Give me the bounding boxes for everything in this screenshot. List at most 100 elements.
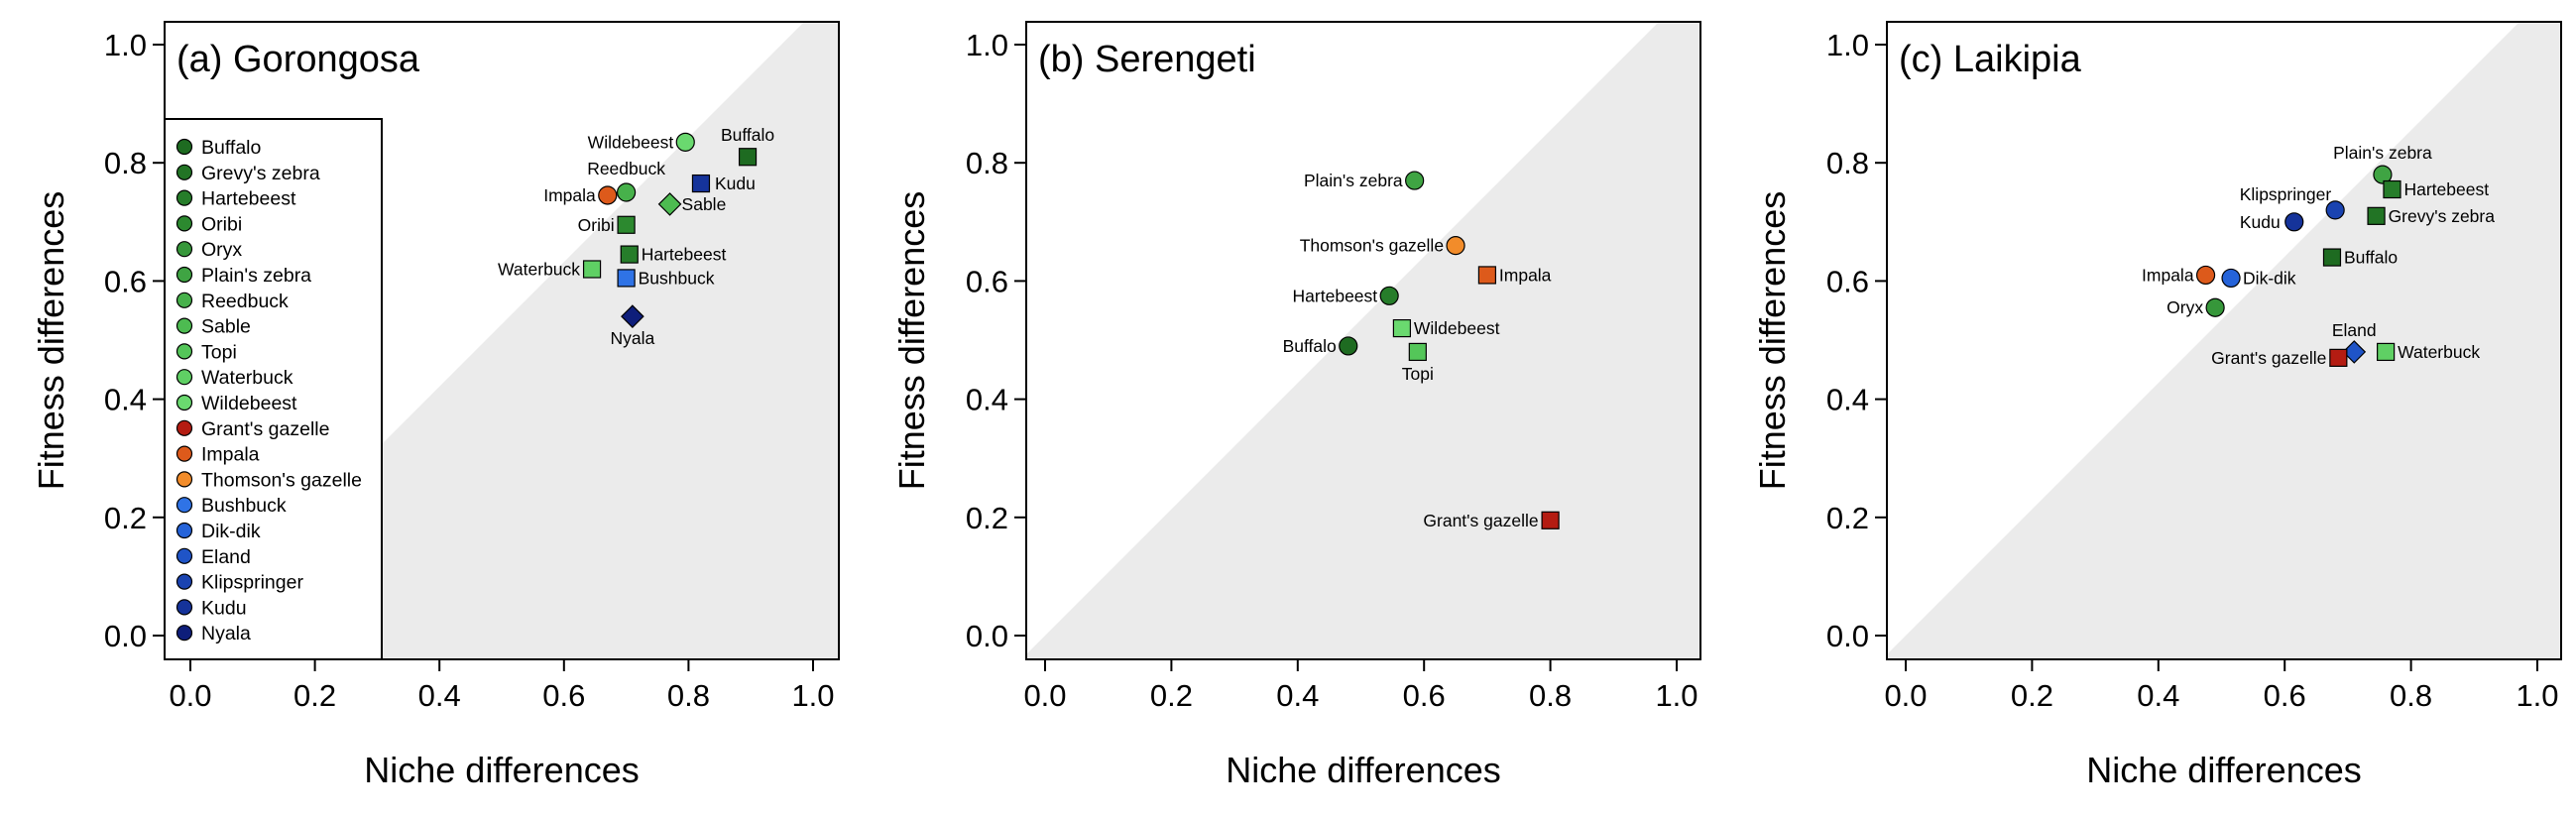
legend-marker-plain-s-zebra [176, 266, 193, 284]
y-tick-label: 0.2 [1826, 501, 1869, 535]
legend-marker-waterbuck [176, 369, 193, 386]
point-label-wildebeest: Wildebeest [588, 132, 674, 152]
x-tick-label: 0.2 [2011, 678, 2053, 713]
point-label-oryx: Oryx [2166, 297, 2203, 317]
legend-marker-topi [176, 343, 193, 360]
x-tick-label: 0.6 [542, 678, 585, 713]
point-hartebeest [2383, 179, 2401, 199]
point-wildebeest [675, 132, 695, 152]
legend-marker-reedbuck [176, 292, 193, 308]
point-grant-s-gazelle [1541, 511, 1560, 529]
point-sable [657, 192, 682, 216]
shaded-region [1026, 22, 1700, 659]
y-tick-label: 1.0 [1826, 28, 1869, 62]
legend-label-oryx: Oryx [201, 239, 242, 261]
legend-label-bushbuck: Bushbuck [201, 495, 287, 517]
point-topi [1408, 342, 1427, 362]
x-tick-label: 0.0 [1884, 678, 1927, 713]
point-label-buffalo: Buffalo [1283, 336, 1337, 356]
x-tick-label: 0.2 [1150, 678, 1193, 713]
legend-label-eland: Eland [201, 546, 251, 568]
x-tick-label: 1.0 [791, 678, 834, 713]
y-tick-label: 0.6 [104, 264, 147, 298]
legend-label-oribi: Oribi [201, 213, 242, 235]
plot-frame [1025, 21, 1701, 660]
point-plain-s-zebra [2373, 165, 2393, 184]
point-impala [1477, 266, 1497, 285]
y-tick-label: 0.6 [1826, 264, 1869, 298]
x-tick-label: 0.0 [1023, 678, 1066, 713]
point-label-wildebeest: Wildebeest [1414, 318, 1500, 338]
legend-marker-klipspringer [176, 573, 193, 590]
legend-label-plain-s-zebra: Plain's zebra [201, 265, 311, 287]
point-nyala [621, 304, 644, 329]
point-eland [2342, 340, 2367, 364]
point-oryx [2205, 297, 2225, 317]
point-label-plain-s-zebra: Plain's zebra [2333, 143, 2432, 163]
legend: Buffalo Grevy's zebra Hartebeest Oribi Oryx P… [164, 118, 383, 660]
legend-label-dik-dik: Dik-dik [201, 521, 261, 542]
point-label-impala: Impala [1499, 265, 1552, 285]
point-label-hartebeest: Hartebeest [2403, 179, 2489, 199]
y-tick-label: 0.6 [966, 264, 1008, 298]
legend-marker-kudu [176, 599, 193, 616]
y-tick-label: 0.8 [1826, 146, 1869, 180]
y-axis-title: Fitness differences [31, 191, 71, 490]
point-dik-dik [2221, 268, 2241, 289]
panel-title: (b) Serengeti [1038, 39, 1256, 80]
point-label-buffalo: Buffalo [2344, 248, 2398, 268]
y-axis-title: Fitness differences [1752, 191, 1793, 490]
point-hartebeest [1379, 286, 1399, 305]
legend-marker-oribi [176, 215, 193, 232]
y-tick-label: 0.4 [104, 383, 147, 417]
point-wildebeest [1392, 318, 1412, 338]
y-tick-label: 0.0 [104, 619, 147, 653]
point-impala [598, 185, 618, 205]
y-tick-label: 0.8 [104, 146, 147, 180]
legend-label-impala: Impala [201, 444, 260, 466]
chart-panel-1: 0.0 0.2 0.4 0.6 0.8 1.0 0.0 0.2 0.4 0.6 0.8 1.0 Nich… [31, 21, 840, 790]
x-tick-label: 0.4 [1276, 678, 1319, 713]
legend-marker-oryx [176, 241, 193, 258]
x-axis-title: Niche differences [2086, 750, 2362, 790]
legend-marker-bushbuck [176, 497, 193, 514]
legend-marker-grant-s-gazelle [176, 419, 193, 436]
legend-label-grevy-s-zebra: Grevy's zebra [201, 163, 320, 184]
point-label-grant-s-gazelle: Grant's gazelle [2211, 348, 2326, 368]
point-buffalo [2322, 248, 2342, 267]
point-label-sable: Sable [682, 194, 727, 214]
point-kudu [691, 174, 711, 193]
legend-marker-impala [176, 445, 193, 462]
point-label-kudu: Kudu [715, 174, 756, 193]
point-klipspringer [2325, 200, 2345, 220]
y-tick-label: 0.4 [966, 383, 1008, 417]
x-tick-label: 0.4 [418, 678, 461, 713]
point-kudu [2284, 212, 2304, 232]
x-tick-label: 0.2 [293, 678, 336, 713]
y-tick-label: 0.4 [1826, 383, 1869, 417]
legend-label-sable: Sable [201, 316, 251, 338]
y-tick-label: 0.0 [966, 619, 1008, 653]
point-label-dik-dik: Dik-dik [2243, 268, 2296, 288]
legend-label-hartebeest: Hartebeest [201, 188, 296, 210]
point-hartebeest [620, 245, 639, 264]
point-impala [2195, 265, 2216, 286]
point-grevy-s-zebra [2367, 206, 2386, 225]
point-buffalo [738, 148, 758, 167]
chart-panel-2: 0.0 0.2 0.4 0.6 0.8 1.0 0.0 0.2 0.4 0.6 0.8 1.0 Nich… [891, 21, 1701, 790]
x-tick-label: 0.4 [2137, 678, 2179, 713]
y-tick-label: 0.0 [1826, 619, 1869, 653]
legend-marker-dik-dik [176, 522, 193, 539]
point-label-plain-s-zebra: Plain's zebra [1304, 171, 1403, 190]
legend-label-thomson-s-gazelle: Thomson's gazelle [201, 469, 362, 491]
point-label-oribi: Oribi [578, 215, 615, 235]
point-label-hartebeest: Hartebeest [1293, 286, 1378, 305]
y-axis-title: Fitness differences [891, 191, 932, 490]
panel-title: (c) Laikipia [1899, 39, 2082, 80]
x-tick-label: 0.8 [667, 678, 710, 713]
point-reedbuck [616, 182, 637, 202]
point-label-waterbuck: Waterbuck [2398, 342, 2480, 362]
x-tick-label: 0.6 [2264, 678, 2306, 713]
legend-box [164, 118, 383, 660]
point-label-thomson-s-gazelle: Thomson's gazelle [1300, 236, 1444, 256]
